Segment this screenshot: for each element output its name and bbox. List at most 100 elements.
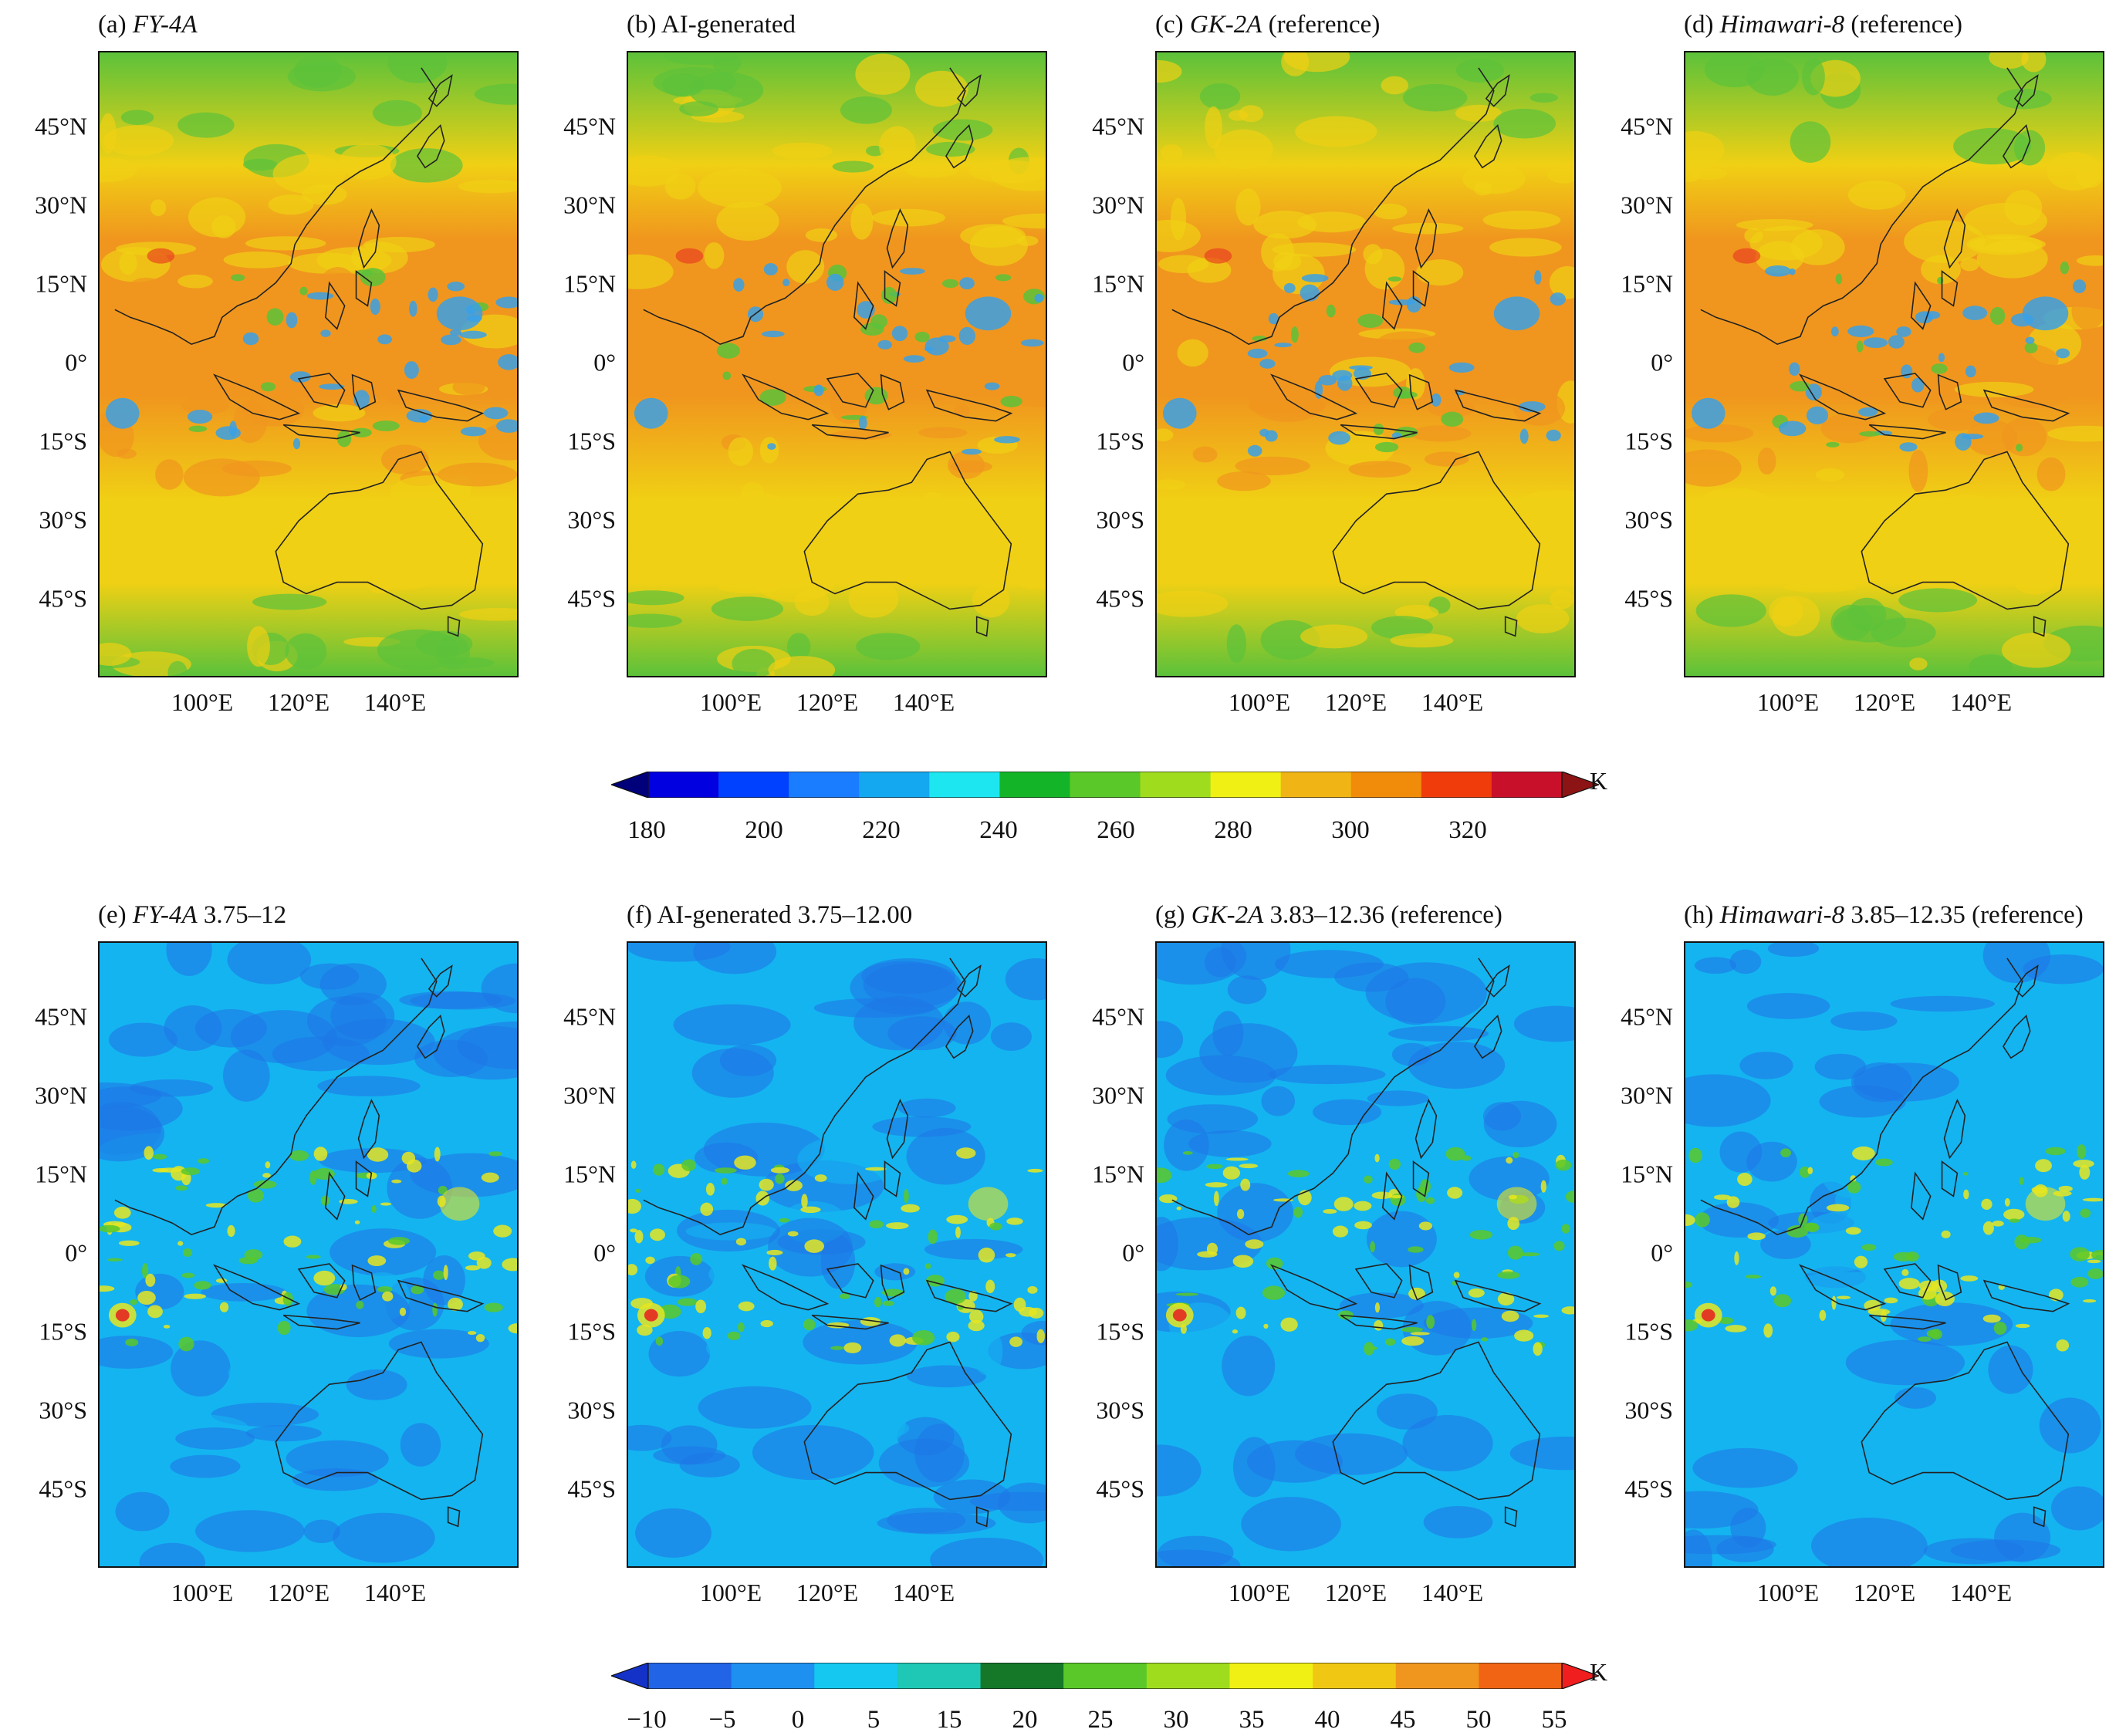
longitude-tick-label: 140°E [363, 1579, 427, 1606]
map-panel-f: (f) AI-generated 3.75–12.00 45°N 30°N 15°N 0… [563, 901, 1047, 1606]
colorbar-top-svg [611, 772, 1599, 798]
map-panel-a: (a) FY-4A 45°N 30°N 15°N 0° 15°S 30°S 45°S 100°E… [35, 11, 519, 716]
colorbar-segment [859, 772, 930, 798]
latitude-tick-label: 45°N [563, 1002, 616, 1031]
panel-label: (b) [627, 11, 657, 39]
map-image [1684, 51, 2104, 677]
panel-source-name: FY-4A [132, 901, 198, 929]
map-panel-h: (h) Himawari-8 3.85–12.35 (reference) 45°… [1621, 901, 2104, 1606]
latitude-tick-label: 0° [65, 1238, 87, 1267]
longitude-tick-label: 140°E [1949, 688, 2013, 716]
longitude-tick-label: 120°E [1324, 1579, 1387, 1606]
colorbar-segment [1395, 1663, 1479, 1689]
panel-title: (c) GK-2A (reference) [1155, 11, 1380, 39]
panel-suffix: (reference) [1268, 11, 1381, 39]
panel-title: (a) FY-4A [98, 11, 198, 39]
latitude-axis: 45°N 30°N 15°N 0° 15°S 30°S 45°S [0, 51, 87, 677]
colorbar-min-arrow [611, 772, 649, 798]
latitude-tick-label: 45°S [39, 1474, 87, 1503]
latitude-tick-label: 15°S [39, 1317, 87, 1346]
latitude-tick-label: 30°S [567, 1396, 616, 1424]
colorbar-tick-label: 320 [1448, 816, 1487, 844]
panel-title: (b) AI-generated [627, 11, 796, 39]
panel-suffix: 3.75–12 [203, 901, 287, 929]
colorbar-bottom-svg [611, 1663, 1599, 1689]
panel-source-name: Himawari-8 [1719, 11, 1845, 39]
panel-source-name: AI-generated [657, 901, 792, 929]
panel-title: (f) AI-generated 3.75–12.00 [627, 901, 912, 930]
colorbar-tick-label: −5 [708, 1706, 736, 1734]
colorbar-tick-label: 300 [1331, 816, 1370, 844]
latitude-tick-label: 15°N [1092, 269, 1144, 298]
colorbar-segment [1421, 772, 1492, 798]
latitude-tick-label: 30°S [1096, 505, 1144, 534]
latitude-tick-label: 45°S [1096, 1474, 1144, 1503]
longitude-tick-label: 140°E [1949, 1579, 2013, 1606]
panel-label: (g) [1155, 901, 1185, 929]
latitude-tick-label: 15°S [1096, 427, 1144, 455]
longitude-tick-label: 100°E [1756, 1579, 1820, 1606]
map-svg [1157, 943, 1574, 1566]
map-svg [1685, 52, 2103, 676]
colorbar-tick-label: 240 [979, 816, 1018, 844]
latitude-tick-label: 30°N [1621, 1081, 1673, 1109]
colorbar-tick-label: 180 [627, 816, 666, 844]
map-image [627, 941, 1047, 1568]
panel-label: (f) [627, 901, 652, 929]
map-svg [628, 52, 1046, 676]
longitude-tick-label: 140°E [892, 688, 955, 716]
latitude-tick-label: 30°S [39, 505, 87, 534]
longitude-axis: 100°E 120°E 140°E [627, 688, 1047, 719]
longitude-axis: 100°E 120°E 140°E [98, 1579, 519, 1609]
colorbar-brightness-temperature: K 180 200 220 240 260 280 300 320 [611, 767, 1607, 844]
panel-source-name: GK-2A [1191, 901, 1264, 929]
latitude-tick-label: 15°N [1621, 269, 1673, 298]
latitude-tick-label: 30°N [563, 1081, 616, 1109]
longitude-tick-label: 120°E [796, 688, 859, 716]
longitude-tick-label: 100°E [171, 1579, 234, 1606]
colorbar-segment [1140, 772, 1212, 798]
latitude-tick-label: 0° [1651, 1238, 1673, 1267]
colorbar-segment [1280, 772, 1352, 798]
latitude-axis: 45°N 30°N 15°N 0° 15°S 30°S 45°S [1580, 51, 1673, 677]
longitude-tick-label: 140°E [1421, 688, 1484, 716]
map-image [1684, 941, 2104, 1568]
longitude-tick-label: 140°E [1421, 1579, 1484, 1606]
map-svg [628, 943, 1046, 1566]
latitude-tick-label: 0° [593, 348, 616, 377]
panel-label: (a) [98, 11, 127, 39]
colorbar-tick-label: 55 [1541, 1706, 1567, 1734]
map-image [1155, 51, 1576, 677]
latitude-tick-label: 15°S [567, 427, 616, 455]
panel-suffix: 3.83–12.36 (reference) [1269, 901, 1502, 929]
longitude-axis: 100°E 120°E 140°E [98, 688, 519, 719]
latitude-tick-label: 45°N [1621, 1002, 1673, 1031]
map-svg [100, 52, 517, 676]
map-image [98, 941, 519, 1568]
colorbar-tick-label: −10 [627, 1706, 667, 1734]
longitude-tick-label: 100°E [699, 1579, 762, 1606]
map-panel-b: (b) AI-generated 45°N 30°N 15°N 0° 15°S 30°S 45… [563, 11, 1047, 716]
colorbar-tick-label: 50 [1465, 1706, 1492, 1734]
longitude-axis: 100°E 120°E 140°E [1684, 1579, 2104, 1609]
colorbar-segment [1063, 1663, 1147, 1689]
colorbar-segment [980, 1663, 1064, 1689]
colorbar-tick-label: 30 [1163, 1706, 1189, 1734]
latitude-tick-label: 15°S [1624, 1317, 1673, 1346]
longitude-axis: 100°E 120°E 140°E [1155, 1579, 1576, 1609]
panel-source-name: GK-2A [1189, 11, 1262, 39]
latitude-tick-label: 15°S [39, 427, 87, 455]
panel-label: (d) [1684, 11, 1714, 39]
colorbar-segment [1479, 1663, 1563, 1689]
latitude-tick-label: 45°S [567, 1474, 616, 1503]
latitude-tick-label: 30°N [563, 191, 616, 219]
longitude-tick-label: 100°E [1228, 688, 1291, 716]
panel-suffix: 3.85–12.35 (reference) [1851, 901, 2084, 929]
panel-source-name: FY-4A [132, 11, 198, 39]
latitude-tick-label: 45°S [1096, 584, 1144, 613]
latitude-tick-label: 15°N [35, 269, 87, 298]
panel-source-name: Himawari-8 [1719, 901, 1845, 929]
colorbar-segment [1070, 772, 1141, 798]
latitude-tick-label: 0° [65, 348, 87, 377]
panel-source-name: AI-generated [661, 11, 796, 39]
